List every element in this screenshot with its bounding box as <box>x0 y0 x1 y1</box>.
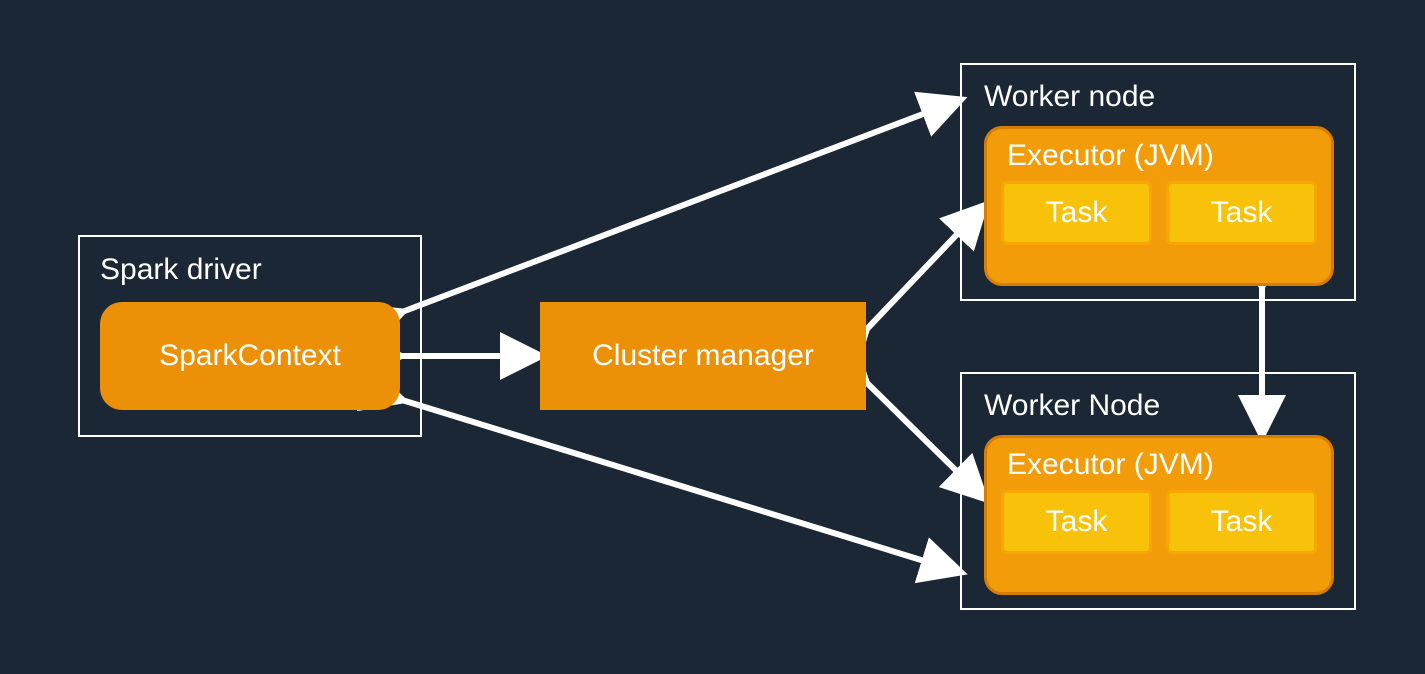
executor-1-box: Executor (JVM) Task Task <box>984 435 1334 595</box>
cluster-manager-box: Cluster manager <box>540 302 866 410</box>
diagram-stage: Spark driver SparkContext Cluster manage… <box>0 0 1425 674</box>
executor-0-task-row: Task Task <box>987 173 1331 259</box>
spark-context-box: SparkContext <box>100 302 400 410</box>
edge-spark_context_top-worker0_left <box>402 100 960 312</box>
worker-node-1-title: Worker Node <box>984 389 1160 423</box>
executor-1-title: Executor (JVM) <box>987 438 1331 482</box>
edge-spark_context_bottom-worker1_left <box>402 400 960 572</box>
executor-0-box: Executor (JVM) Task Task <box>984 126 1334 286</box>
executor-0-task-1: Task <box>1166 181 1317 245</box>
executor-0-task-0: Task <box>1001 181 1152 245</box>
executor-1-task-0: Task <box>1001 490 1152 554</box>
executor-1-task-1: Task <box>1166 490 1317 554</box>
executor-0-title: Executor (JVM) <box>987 129 1331 173</box>
executor-1-task-row: Task Task <box>987 482 1331 568</box>
worker-node-0-title: Worker node <box>984 80 1155 114</box>
spark-driver-title: Spark driver <box>100 253 262 287</box>
